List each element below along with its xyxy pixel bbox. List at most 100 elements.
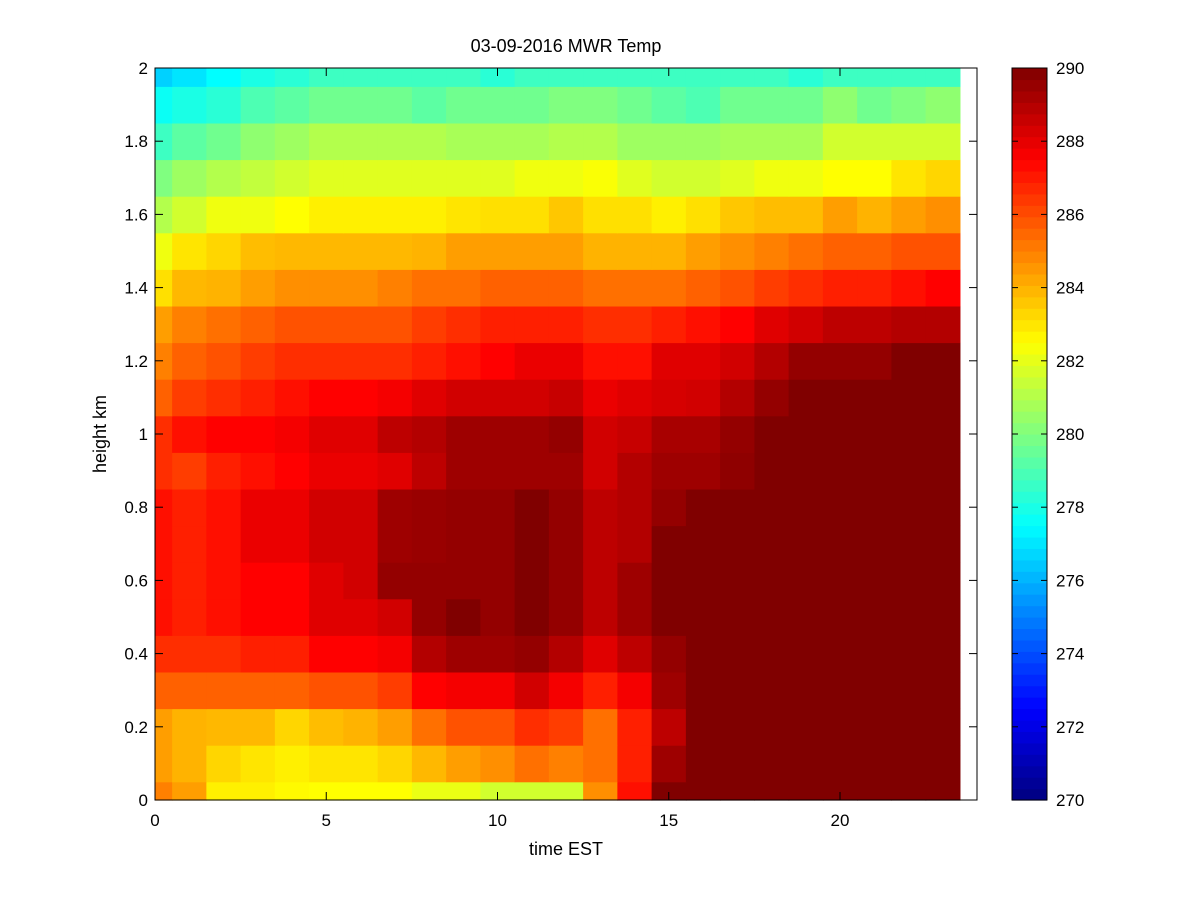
heatmap-cell bbox=[480, 379, 516, 417]
heatmap-cell bbox=[857, 122, 892, 161]
heatmap-cell bbox=[309, 159, 344, 197]
colorbar-swatch bbox=[1012, 777, 1047, 790]
heatmap-cell bbox=[754, 68, 790, 87]
y-tick-label: 0 bbox=[139, 791, 148, 810]
heatmap-cell bbox=[617, 159, 653, 197]
heatmap-cell bbox=[685, 635, 721, 673]
heatmap-cell bbox=[514, 745, 550, 783]
heatmap-cell bbox=[240, 305, 276, 344]
heatmap-cell bbox=[754, 525, 790, 563]
heatmap-cell bbox=[446, 159, 481, 197]
heatmap-cell bbox=[583, 488, 618, 527]
heatmap-cell bbox=[155, 488, 173, 527]
heatmap-cell bbox=[651, 232, 687, 270]
heatmap-cell bbox=[377, 635, 413, 673]
heatmap-cell bbox=[857, 68, 892, 87]
heatmap-cell bbox=[548, 745, 584, 783]
heatmap-cell bbox=[720, 159, 755, 197]
heatmap-cell bbox=[309, 452, 344, 490]
heatmap-cell bbox=[411, 525, 447, 563]
colorbar-swatch bbox=[1012, 273, 1047, 286]
heatmap-cell bbox=[617, 488, 653, 527]
heatmap-cell bbox=[925, 781, 961, 801]
heatmap-cell bbox=[411, 68, 447, 87]
heatmap-cell bbox=[411, 379, 447, 417]
heatmap-cell bbox=[155, 196, 173, 234]
heatmap-cell bbox=[857, 452, 892, 490]
heatmap-cell bbox=[685, 159, 721, 197]
heatmap-cell bbox=[377, 525, 413, 563]
heatmap-cell bbox=[822, 86, 858, 124]
heatmap-cell bbox=[891, 342, 927, 380]
heatmap-cell bbox=[309, 379, 344, 417]
colorbar-swatch bbox=[1012, 456, 1047, 469]
y-tick-label: 0.6 bbox=[124, 571, 148, 590]
heatmap-cell bbox=[309, 671, 344, 710]
heatmap-cell bbox=[720, 671, 755, 710]
heatmap-cell bbox=[651, 159, 687, 197]
heatmap-cell bbox=[651, 598, 687, 636]
colorbar-swatch bbox=[1012, 331, 1047, 344]
heatmap-cell bbox=[754, 86, 790, 124]
heatmap-cell bbox=[857, 415, 892, 453]
heatmap-cell bbox=[651, 635, 687, 673]
heatmap-cell bbox=[155, 342, 173, 380]
heatmap-cell bbox=[651, 68, 687, 87]
colorbar-swatch bbox=[1012, 239, 1047, 252]
heatmap-cell bbox=[857, 781, 892, 801]
heatmap-cell bbox=[377, 671, 413, 710]
heatmap-cell bbox=[891, 562, 927, 600]
heatmap-cell bbox=[343, 635, 379, 673]
heatmap-cell bbox=[446, 708, 481, 746]
heatmap-cell bbox=[411, 671, 447, 710]
colorbar-tick-label: 274 bbox=[1056, 645, 1084, 664]
heatmap-cell bbox=[720, 781, 755, 801]
heatmap-cell bbox=[274, 342, 310, 380]
heatmap-cell bbox=[788, 452, 824, 490]
x-tick-label: 20 bbox=[831, 811, 850, 830]
colorbar-swatch bbox=[1012, 113, 1047, 126]
heatmap-cell bbox=[788, 708, 824, 746]
heatmap-cell bbox=[548, 68, 584, 87]
heatmap-cell bbox=[274, 598, 310, 636]
colorbar-swatch bbox=[1012, 125, 1047, 138]
colorbar-swatch bbox=[1012, 68, 1047, 81]
heatmap-cell bbox=[274, 159, 310, 197]
heatmap-cell bbox=[720, 598, 755, 636]
heatmap-cell bbox=[411, 122, 447, 161]
colorbar bbox=[1012, 68, 1047, 801]
heatmap-cell bbox=[172, 745, 207, 783]
heatmap-cell bbox=[206, 488, 242, 527]
heatmap-cell bbox=[343, 342, 379, 380]
heatmap-cell bbox=[480, 671, 516, 710]
colorbar-swatch bbox=[1012, 285, 1047, 298]
heatmap-cell bbox=[514, 269, 550, 307]
heatmap-cell bbox=[891, 379, 927, 417]
heatmap-cell bbox=[480, 415, 516, 453]
colorbar-tick-label: 278 bbox=[1056, 498, 1084, 517]
heatmap-cell bbox=[857, 635, 892, 673]
heatmap-cell bbox=[685, 598, 721, 636]
heatmap-cell bbox=[514, 452, 550, 490]
heatmap-cell bbox=[822, 269, 858, 307]
heatmap-cell bbox=[891, 305, 927, 344]
heatmap-cell bbox=[480, 452, 516, 490]
heatmap-cell bbox=[617, 598, 653, 636]
heatmap-cell bbox=[480, 562, 516, 600]
heatmap-cell bbox=[548, 342, 584, 380]
heatmap-cell bbox=[155, 159, 173, 197]
heatmap-cell bbox=[583, 415, 618, 453]
colorbar-swatch bbox=[1012, 365, 1047, 378]
heatmap-cell bbox=[822, 342, 858, 380]
heatmap-cell bbox=[822, 525, 858, 563]
heatmap-cell bbox=[685, 86, 721, 124]
colorbar-swatch bbox=[1012, 468, 1047, 481]
heatmap-cell bbox=[891, 598, 927, 636]
heatmap-cell bbox=[754, 415, 790, 453]
heatmap-cell bbox=[155, 379, 173, 417]
heatmap-cell bbox=[446, 562, 481, 600]
heatmap-cell bbox=[583, 781, 618, 801]
heatmap-cell bbox=[891, 781, 927, 801]
heatmap-cell bbox=[206, 196, 242, 234]
